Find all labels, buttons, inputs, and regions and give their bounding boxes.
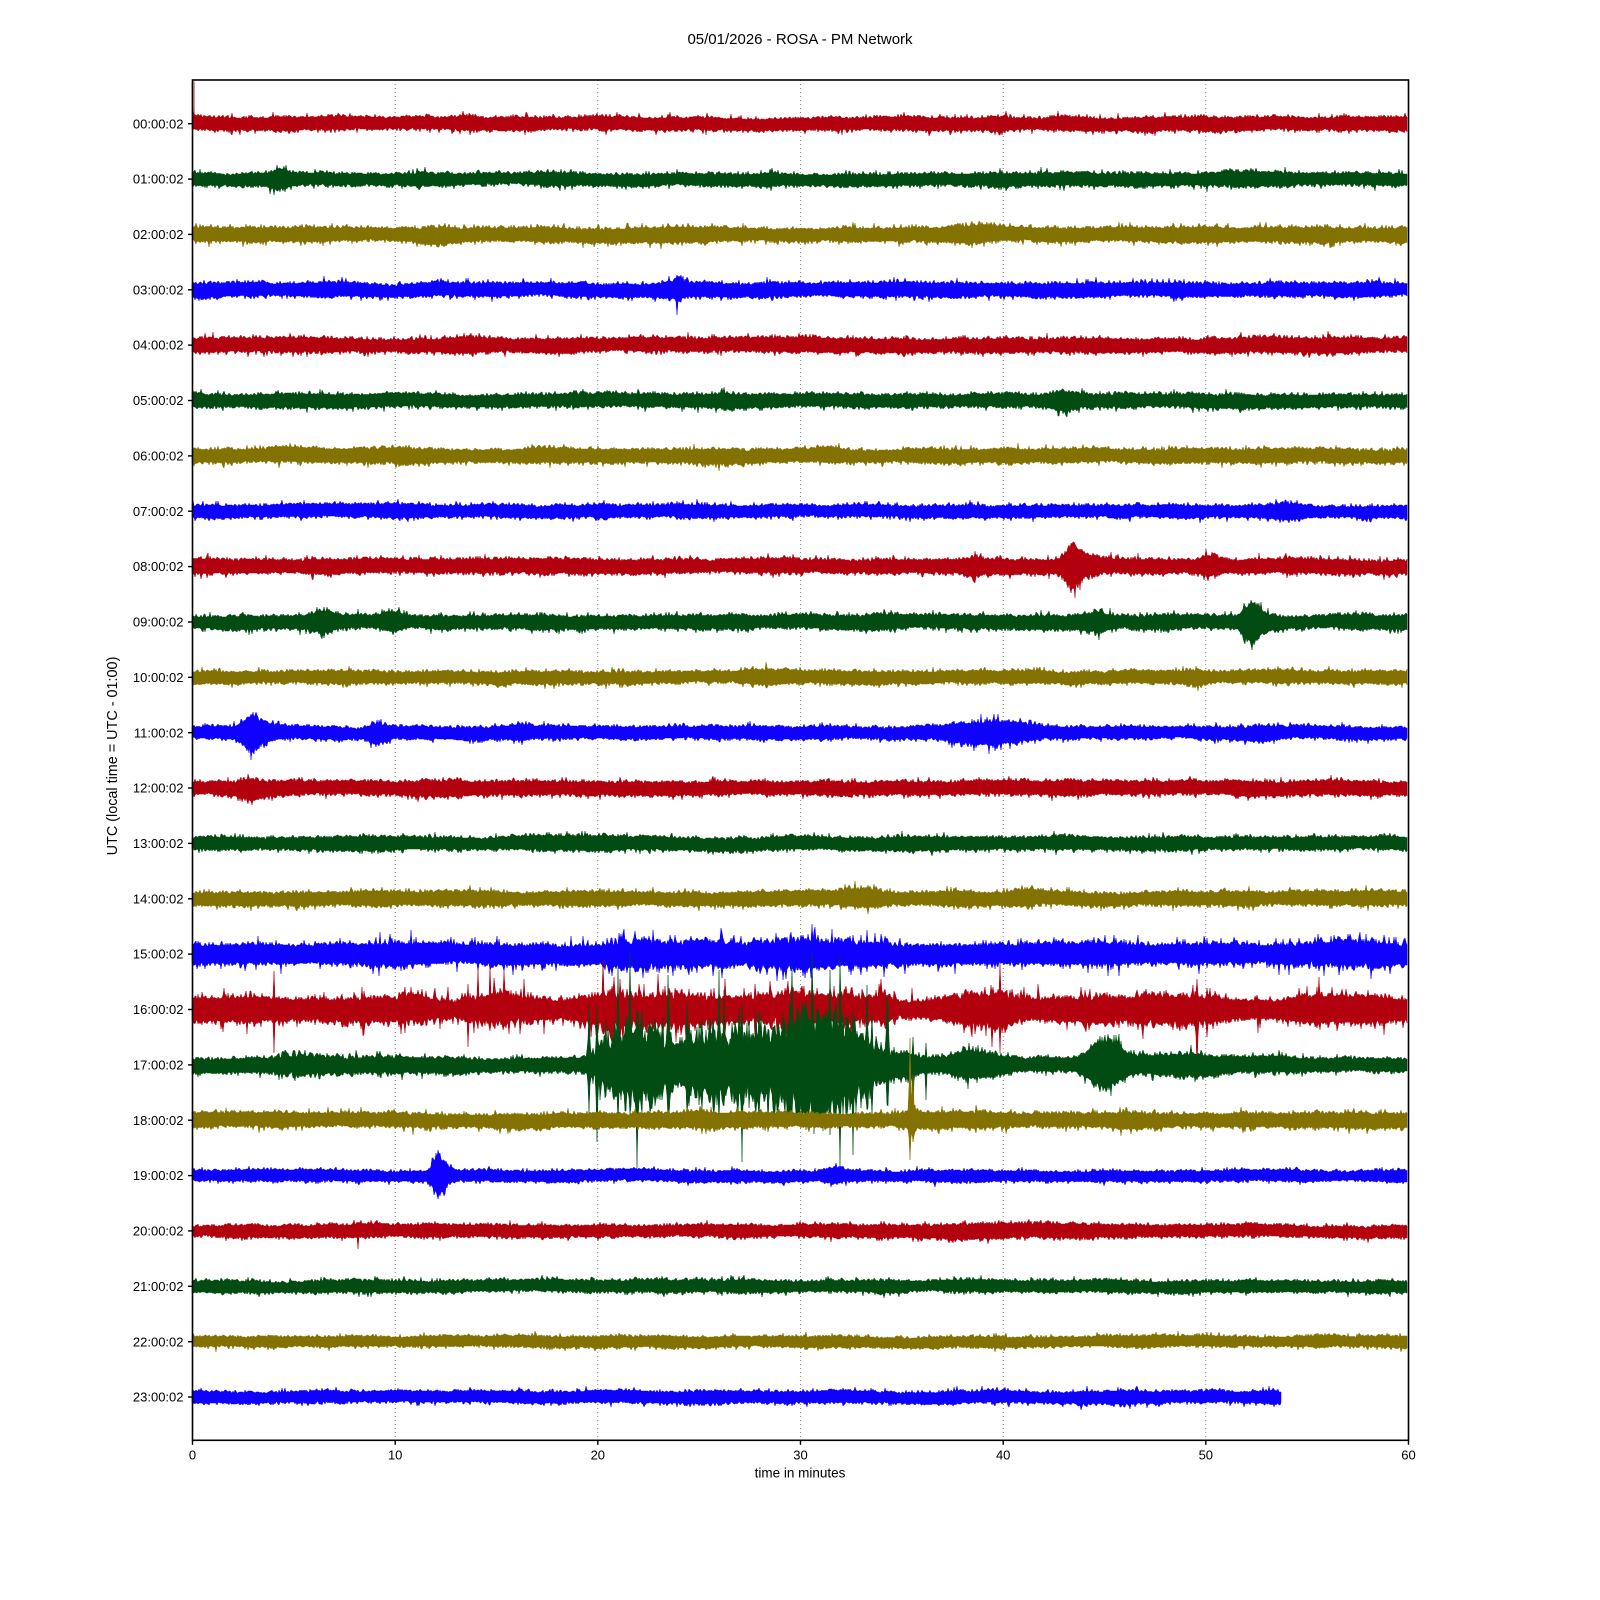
svg-text:15:00:02: 15:00:02 [133,947,184,962]
svg-text:17:00:02: 17:00:02 [133,1058,184,1073]
svg-text:UTC (local time = UTC - 01:00): UTC (local time = UTC - 01:00) [105,657,121,856]
svg-text:60: 60 [1401,1447,1415,1462]
svg-text:50: 50 [1199,1447,1213,1462]
svg-text:20:00:02: 20:00:02 [133,1224,184,1239]
svg-text:time in minutes: time in minutes [755,1465,846,1480]
svg-text:02:00:02: 02:00:02 [133,227,184,242]
svg-text:19:00:02: 19:00:02 [133,1168,184,1183]
svg-text:05:00:02: 05:00:02 [133,393,184,408]
svg-text:23:00:02: 23:00:02 [133,1390,184,1405]
svg-text:01:00:02: 01:00:02 [133,172,184,187]
svg-text:0: 0 [189,1447,196,1462]
svg-text:14:00:02: 14:00:02 [133,891,184,906]
svg-text:00:00:02: 00:00:02 [133,116,184,131]
svg-text:11:00:02: 11:00:02 [134,725,184,740]
svg-text:10: 10 [388,1447,402,1462]
svg-text:16:00:02: 16:00:02 [133,1002,184,1017]
svg-text:21:00:02: 21:00:02 [133,1279,184,1294]
svg-text:04:00:02: 04:00:02 [133,338,184,353]
svg-text:20: 20 [591,1447,605,1462]
svg-text:05/01/2026 - ROSA - PM Network: 05/01/2026 - ROSA - PM Network [687,31,913,48]
svg-text:22:00:02: 22:00:02 [133,1334,184,1349]
svg-text:12:00:02: 12:00:02 [133,781,184,796]
svg-text:40: 40 [996,1447,1010,1462]
svg-text:13:00:02: 13:00:02 [133,836,184,851]
svg-text:10:00:02: 10:00:02 [133,670,184,685]
svg-text:18:00:02: 18:00:02 [133,1113,184,1128]
svg-text:06:00:02: 06:00:02 [133,449,184,464]
svg-text:03:00:02: 03:00:02 [133,282,184,297]
svg-text:07:00:02: 07:00:02 [133,504,184,519]
svg-text:08:00:02: 08:00:02 [133,559,184,574]
svg-text:09:00:02: 09:00:02 [133,615,184,630]
svg-text:30: 30 [793,1447,807,1462]
